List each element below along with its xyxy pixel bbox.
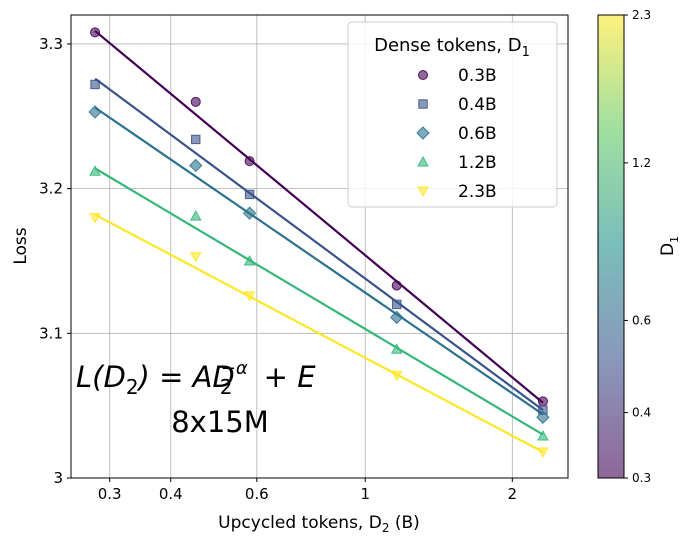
point-0.3B [244, 156, 255, 167]
fit-line-0.6B [94, 106, 544, 416]
fit-line-2.3B [94, 213, 544, 453]
x-tick-label: 0.4 [159, 485, 183, 503]
colorbar-tick-label: 0.4 [632, 406, 651, 420]
data-points [88, 27, 550, 458]
legend-label-2.3B: 2.3B [458, 182, 497, 202]
point-0.3B [391, 280, 402, 291]
colorbar: 0.3 0.4 0.6 1.2 2.3 D1 [597, 8, 681, 485]
point-0.4B [392, 299, 402, 310]
legend-label-0.3B: 0.3B [458, 66, 497, 86]
colorbar-tick-label: 1.2 [632, 156, 651, 170]
legend-title: Dense tokens, D1 [374, 35, 530, 60]
point-1.2B [89, 165, 101, 176]
legend-label-0.4B: 0.4B [458, 95, 497, 115]
y-tick-label: 3.1 [39, 324, 63, 342]
point-1.2B [537, 430, 549, 441]
colorbar-gradient [598, 15, 624, 478]
point-0.6B [390, 310, 404, 325]
colorbar-tick-label: 0.6 [632, 313, 651, 327]
point-1.2B [390, 343, 403, 354]
legend-marker-0.6B [416, 126, 430, 140]
x-tick-label: 0.6 [245, 485, 269, 503]
fit-line-1.2B [94, 167, 544, 436]
point-0.4B [191, 134, 201, 145]
x-tick-label: 2 [508, 485, 518, 503]
point-2.3B [390, 370, 403, 382]
point-0.3B [537, 396, 548, 407]
legend-marker-1.2B [417, 155, 429, 167]
point-0.3B [90, 27, 101, 38]
y-tick-label: 3.3 [39, 35, 63, 53]
x-tick-label: 1 [360, 485, 370, 503]
point-0.3B [190, 96, 201, 107]
legend: Dense tokens, D1 0.3B 0.4B 0.6B 1.2B 2.3B [347, 21, 558, 208]
legend-marker-2.3B [417, 186, 429, 198]
model-annotation: 8x15M [171, 405, 269, 439]
point-2.3B [189, 252, 202, 263]
point-2.3B [537, 447, 549, 458]
x-axis-ticks: 0.3 0.4 0.6 1 2 [98, 478, 517, 503]
plot-frame [70, 14, 569, 479]
fit-line-0.4B [94, 77, 544, 411]
x-axis-label: Upcycled tokens, D2 (B) [218, 513, 420, 535]
legend-box [347, 21, 558, 208]
legend-label-0.6B: 0.6B [458, 124, 497, 144]
colorbar-frame [597, 14, 625, 479]
point-2.3B [89, 213, 101, 224]
y-tick-label: 3 [53, 469, 63, 487]
fit-lines [94, 30, 544, 453]
y-axis-label: Loss [11, 227, 31, 264]
formula-annotation: L(D2) = AD−α 2 + E [76, 358, 316, 399]
y-tick-label: 3.2 [39, 180, 63, 198]
legend-marker-0.4B [418, 99, 428, 109]
point-1.2B [189, 210, 202, 221]
legend-marker-0.3B [418, 70, 428, 80]
colorbar-label: D1 [658, 236, 681, 256]
point-0.6B [536, 410, 550, 424]
point-0.6B [88, 105, 102, 119]
colorbar-ticks: 0.3 0.4 0.6 1.2 2.3 [624, 8, 651, 485]
point-0.4B [244, 189, 255, 200]
y-axis-ticks: 3 3.1 3.2 3.3 [39, 35, 71, 487]
point-0.6B [242, 206, 257, 220]
colorbar-tick-label: 2.3 [632, 8, 651, 22]
legend-label-1.2B: 1.2B [458, 153, 497, 173]
point-0.4B [90, 79, 100, 90]
point-1.2B [243, 254, 256, 266]
colorbar-tick-label: 0.3 [632, 471, 651, 485]
fit-line-0.3B [94, 30, 544, 404]
x-tick-label: 0.3 [98, 485, 122, 503]
point-0.6B [189, 158, 203, 173]
point-2.3B [243, 291, 256, 302]
